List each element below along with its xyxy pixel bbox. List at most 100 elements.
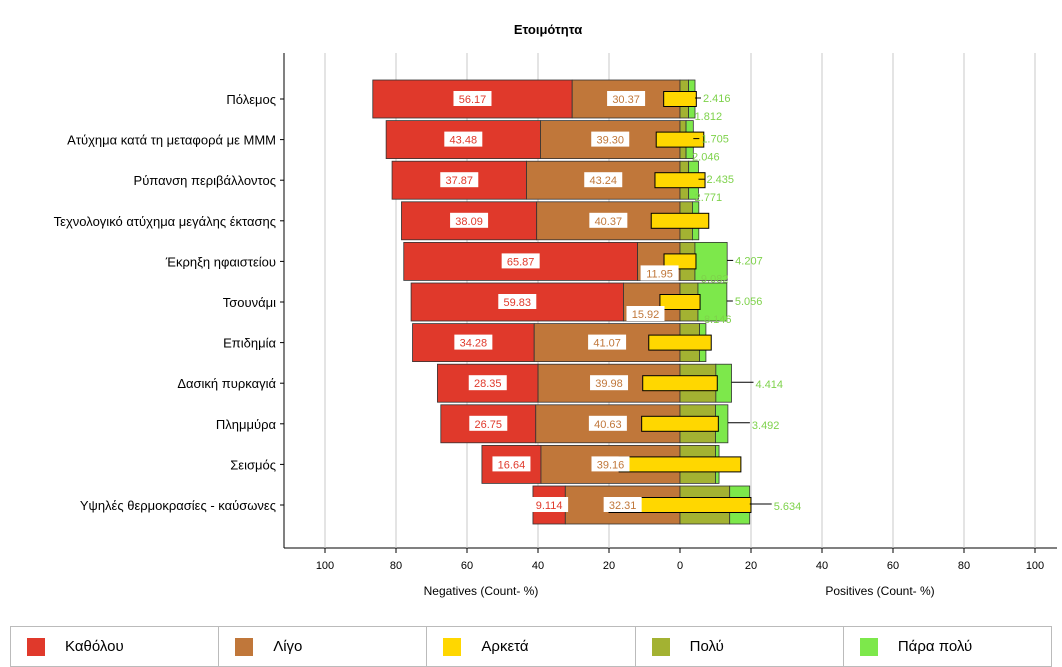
data-label-para-poly: 9.082 bbox=[701, 273, 729, 285]
data-label-ligo: 39.30 bbox=[596, 135, 624, 147]
legend-swatch bbox=[27, 637, 45, 656]
data-label-katholou-bg bbox=[469, 415, 508, 431]
category-label: Επιδημία bbox=[223, 336, 276, 351]
bar-arketa bbox=[655, 131, 705, 148]
data-label-para-poly: 2.046 bbox=[692, 152, 720, 164]
legend-item-arketa[interactable]: Αρκετά bbox=[427, 627, 636, 667]
x-tick-label: 60 bbox=[887, 560, 899, 572]
chart-legend: Καθόλου Λίγο Αρκετά Πολύ Πάρα πολύ bbox=[10, 626, 1053, 667]
data-label-ligo-bg bbox=[589, 212, 628, 228]
x-tick-label: 20 bbox=[603, 560, 615, 572]
data-label-katholou: 43.48 bbox=[450, 135, 478, 147]
data-label-ligo: 39.98 bbox=[595, 378, 623, 390]
x-tick-label: 80 bbox=[390, 560, 402, 572]
legend-label: Πάρα πολύ bbox=[897, 638, 973, 655]
data-label-poly: 1.705 bbox=[701, 134, 729, 146]
category-label: Τεχνολογικό ατύχημα μεγάλης έκτασης bbox=[54, 214, 276, 229]
bar-arketa bbox=[659, 294, 701, 310]
category-label: Έκρηξη ηφαιστείου bbox=[165, 254, 276, 269]
data-label-ligo: 39.16 bbox=[597, 459, 625, 471]
data-label-katholou-bg bbox=[498, 294, 537, 309]
data-label-katholou: 59.83 bbox=[504, 297, 532, 309]
data-label-ligo: 11.95 bbox=[646, 268, 673, 280]
x-tick-label: 100 bbox=[316, 560, 334, 572]
legend-swatch bbox=[235, 637, 254, 656]
legend-item-ligo[interactable]: Λίγο bbox=[219, 627, 428, 667]
legend-item-poly[interactable]: Πολύ bbox=[635, 627, 844, 667]
data-label-poly: 2.416 bbox=[703, 93, 731, 105]
data-label-ligo-bg bbox=[584, 172, 623, 188]
legend-label: Πολύ bbox=[689, 638, 724, 655]
data-label-katholou-bg bbox=[468, 375, 507, 391]
data-label-katholou-bg bbox=[444, 131, 483, 147]
bar-arketa bbox=[642, 375, 718, 392]
data-label-katholou: 9.114 bbox=[536, 500, 563, 512]
data-label-katholou: 65.87 bbox=[507, 256, 535, 268]
data-label-katholou-bg bbox=[453, 91, 492, 106]
x-axis-label-positives: Positives (Count- %) bbox=[825, 584, 934, 598]
legend-label: Καθόλου bbox=[65, 638, 124, 655]
bar-arketa bbox=[663, 91, 697, 107]
x-tick-label: 40 bbox=[816, 560, 828, 572]
category-label: Δασική πυρκαγιά bbox=[177, 376, 276, 391]
legend-item-para-poly[interactable]: Πάρα πολύ bbox=[843, 627, 1053, 667]
category-label: Πόλεμος bbox=[226, 92, 276, 107]
data-label-para-poly: 1.812 bbox=[695, 111, 723, 123]
data-label-ligo-bg bbox=[603, 497, 642, 512]
data-label-ligo: 43.24 bbox=[589, 175, 617, 187]
category-label: Σεισμός bbox=[230, 457, 276, 472]
tick-labels-layer: 100 80 60 40 20 0 20 40 60 80 100 bbox=[316, 560, 1044, 572]
bar-para-poly bbox=[697, 282, 728, 322]
data-label-ligo: 41.07 bbox=[593, 338, 621, 350]
category-label: Υψηλές θερμοκρασίες - καύσωνες bbox=[80, 498, 276, 513]
data-labels-layer: 56.17 30.37 2.416 1.812 43.48 39.30 1.705 2.046… bbox=[440, 91, 801, 513]
diverging-bar-chart: Ετοιμότητα 56.17 30.37 2.416 1.812 43.48 39.3… bbox=[54, 22, 1057, 598]
data-label-para-poly: 4.414 bbox=[756, 379, 784, 391]
data-label-poly: 5.056 bbox=[735, 296, 763, 308]
category-label: Πλημμύρα bbox=[216, 417, 277, 432]
category-label: Ρύπανση περιβάλλοντος bbox=[134, 173, 276, 188]
bar-arketa bbox=[654, 172, 706, 189]
bar-arketa bbox=[663, 253, 697, 270]
x-tick-label: 60 bbox=[461, 560, 473, 572]
data-label-katholou-bg bbox=[492, 456, 531, 472]
bar-arketa bbox=[648, 334, 712, 351]
bars-layer bbox=[372, 79, 752, 525]
data-label-katholou: 34.28 bbox=[460, 338, 488, 350]
legend-label: Αρκετά bbox=[481, 638, 529, 655]
category-label: Ατύχημα κατά τη μεταφορά με ΜΜΜ bbox=[67, 133, 276, 148]
x-tick-label: 20 bbox=[745, 560, 757, 572]
data-label-ligo-bg bbox=[588, 415, 627, 431]
data-label-ligo: 15.92 bbox=[632, 309, 660, 321]
data-label-ligo-bg bbox=[590, 375, 629, 391]
x-tick-label: 80 bbox=[958, 560, 970, 572]
data-label-poly: 2.435 bbox=[706, 174, 734, 186]
data-label-ligo-bg bbox=[591, 456, 630, 472]
data-label-ligo: 40.37 bbox=[595, 216, 623, 228]
data-label-ligo-bg bbox=[607, 91, 646, 106]
data-label-para-poly: 3.492 bbox=[752, 420, 780, 432]
data-label-katholou: 56.17 bbox=[459, 94, 487, 106]
chart-title: Ετοιμότητα bbox=[514, 22, 582, 37]
bar-arketa bbox=[618, 456, 742, 473]
data-label-katholou: 16.64 bbox=[498, 459, 526, 471]
x-tick-label: 100 bbox=[1026, 560, 1044, 572]
data-label-katholou: 28.35 bbox=[474, 378, 502, 390]
bar-arketa bbox=[650, 212, 710, 229]
data-label-para-poly: 5.634 bbox=[774, 501, 802, 513]
data-label-katholou-bg bbox=[454, 334, 493, 350]
legend-item-katholou[interactable]: Καθόλου bbox=[10, 627, 220, 667]
x-tick-label: 0 bbox=[677, 560, 683, 572]
data-label-poly: 4.207 bbox=[735, 255, 763, 267]
category-labels-layer: Πόλεμος Ατύχημα κατά τη μεταφορά με ΜΜΜ Ρύ… bbox=[54, 92, 277, 513]
data-label-katholou-bg bbox=[440, 172, 479, 188]
legend-label: Λίγο bbox=[273, 638, 303, 655]
data-label-para-poly: 2.771 bbox=[695, 192, 723, 204]
data-label-ligo-bg bbox=[626, 306, 665, 321]
data-label-para-poly: 8.146 bbox=[704, 314, 732, 326]
data-label-katholou-bg bbox=[501, 253, 540, 269]
x-tick-label: 40 bbox=[532, 560, 544, 572]
data-label-katholou-bg bbox=[450, 212, 489, 228]
data-label-ligo-bg bbox=[588, 334, 627, 350]
bar-para-poly bbox=[715, 363, 732, 403]
